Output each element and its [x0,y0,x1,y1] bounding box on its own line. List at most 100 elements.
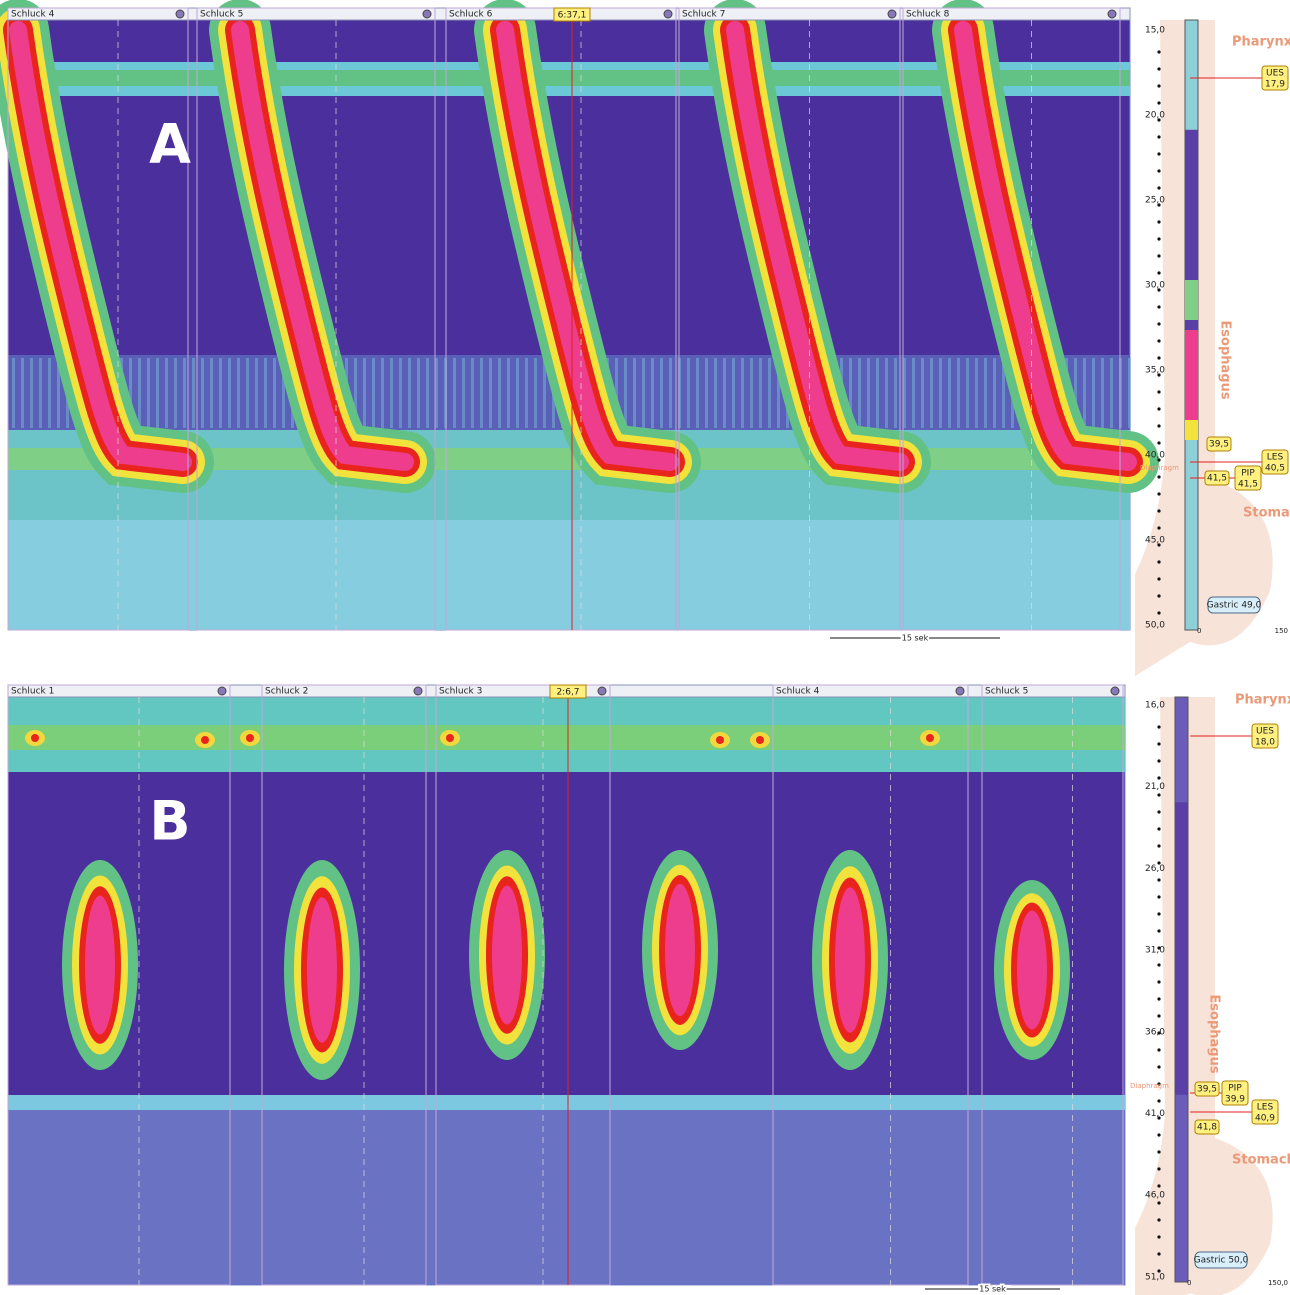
pressure-stripe [921,358,924,428]
swallow-button [887,9,897,19]
sensor-dot [1157,237,1161,241]
pressure-stripe [138,358,141,428]
swallow-button [422,9,432,19]
sensor-dot [1157,1150,1161,1154]
sensor-dot [1157,458,1161,462]
ues-value: 17,9 [1265,80,1285,90]
sensor-dot [1157,203,1161,207]
sensor-dot [1157,407,1161,411]
sensor-dot [1157,543,1161,547]
region-label: Stomach [1243,506,1290,521]
swallow-button [1107,9,1117,19]
sensor-dot [1157,1235,1161,1239]
pressure-stripe [408,358,411,428]
pressure-stripe [210,358,213,428]
pressure-stripe [714,358,717,428]
pressure-stripe [858,358,861,428]
depth-label: 46,0 [1145,1191,1165,1201]
depth-label: 15,0 [1145,26,1165,36]
pressure-stripe [939,358,942,428]
pressure-stripe [246,358,249,428]
pressure-stripe [156,358,159,428]
depth-label: 25,0 [1145,196,1165,206]
pressure-stripe [705,358,708,428]
swallow-label: Schluck 3 [439,687,482,697]
pressure-stripe [426,358,429,428]
pressure-stripe [723,358,726,428]
color-bar-segment [1185,330,1198,420]
color-bar-segment [1175,802,1188,1095]
depth-label: 51,0 [1145,1272,1165,1282]
pressure-stripe [633,358,636,428]
swallow-window [678,7,901,631]
sensor-dot [1157,1031,1161,1035]
pressure-band [8,1095,1125,1110]
sensor-dot [1157,84,1161,88]
sensor-dot [1157,271,1161,275]
swallow-button [1110,686,1120,696]
pressure-stripe [453,358,456,428]
pressure-spot [446,734,454,742]
pressure-stripe [516,358,519,428]
sensor-dot [1157,441,1161,445]
pressure-stripe [219,358,222,428]
pip-box [1221,1080,1249,1106]
cursor-label: 2:6,7 [556,688,579,698]
pressure-stripe [534,358,537,428]
sensor-dot [1157,861,1161,865]
pressure-stripe [975,358,978,428]
pressure-stripe [957,358,960,428]
pressure-stripe [669,358,672,428]
depth-label: 30,0 [1145,281,1165,291]
sensor-dot [1157,101,1161,105]
depth-label: 21,0 [1145,782,1165,792]
sensor-dot [1157,526,1161,530]
contraction [492,885,522,1025]
depth-label: 36,0 [1145,1027,1165,1037]
pressure-stripe [1101,358,1104,428]
region-label: Stomach [1232,1153,1290,1168]
pressure-stripe [273,358,276,428]
pressure-stripe [750,358,753,428]
sensor-dot [1157,509,1161,513]
pressure-stripe [489,358,492,428]
depth-label: 16,0 [1145,701,1165,711]
pressure-stripe [498,358,501,428]
pressure-stripe [264,358,267,428]
pressure-stripe [912,358,915,428]
pressure-stripe [201,358,204,428]
swallow-label: Schluck 7 [682,10,725,20]
pressure-stripe [876,358,879,428]
les-label: LES [1257,1103,1274,1113]
pressure-spot [31,734,39,742]
depth-tag [1194,1081,1220,1097]
sensor-dot [1157,152,1161,156]
sensor-dot [1157,1269,1161,1273]
pressure-stripe [30,358,33,428]
depth-tag [1194,1119,1220,1135]
depth-label: 26,0 [1145,864,1165,874]
sensor-dot [1157,1167,1161,1171]
swallow-label: Schluck 2 [265,687,308,697]
ues-box [1251,723,1279,749]
pressure-stripe [885,358,888,428]
color-bar-segment [1185,420,1198,440]
scale-min: 0 [1197,627,1201,635]
sensor-dot [1157,594,1161,598]
sensor-dot [1157,878,1161,882]
pressure-stripe [867,358,870,428]
depth-label: 41,0 [1145,1109,1165,1119]
depth-tag-label: 41,8 [1197,1123,1217,1133]
panel-letter: A [149,113,191,176]
sensor-dot [1157,1065,1161,1069]
pressure-stripe [471,358,474,428]
pip-label: PIP [1241,469,1255,479]
sensor-dot [1157,322,1161,326]
cursor-box [549,684,587,699]
pressure-band [8,1110,1125,1285]
sensor-dot [1157,929,1161,933]
pressure-stripe [12,358,15,428]
sensor-dot [1157,254,1161,258]
ues-label: UES [1256,727,1274,737]
